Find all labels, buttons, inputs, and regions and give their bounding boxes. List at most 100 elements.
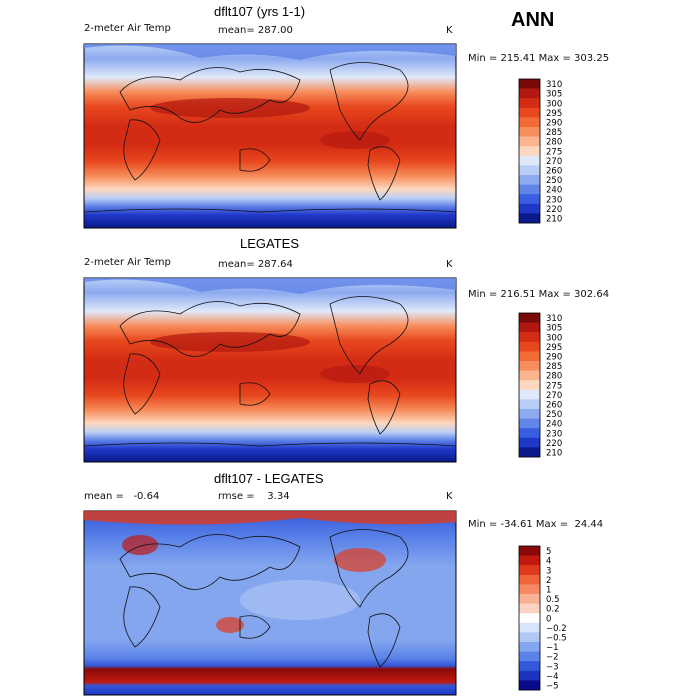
panel-3-rmse: rmse = 3.34 [218, 491, 290, 502]
colorbar-tick-label: 280 [546, 138, 562, 148]
colorbar-tick-label: 260 [546, 167, 562, 177]
colorbar-tick-label: −4 [546, 672, 559, 682]
colorbar-tick-label: 1 [546, 586, 551, 596]
colorbar-tick-label: 230 [546, 195, 562, 205]
panel-1-variable: 2-meter Air Temp [84, 23, 171, 34]
colorbar-frame [518, 545, 541, 691]
colorbar-swatch [519, 418, 540, 429]
colorbar-swatch [519, 389, 540, 400]
colorbar-tick-label: 220 [546, 205, 562, 215]
colorbar-tick-label: 295 [546, 109, 562, 119]
colorbar-swatch [519, 341, 540, 352]
colorbar-swatch [519, 117, 540, 128]
colorbar-swatch [519, 594, 540, 604]
panel-2-mean: mean= 287.64 [218, 259, 293, 270]
colorbar-swatch [519, 409, 540, 419]
colorbar-swatch [519, 661, 540, 672]
panel-1-colorbar: 3103053002952902852802752702602502402302… [518, 78, 562, 225]
colorbar-tick-label: 310 [546, 80, 562, 90]
colorbar-swatch [519, 194, 540, 205]
colorbar-tick-label: 0 [546, 614, 551, 624]
colorbar-frame [518, 312, 541, 458]
colorbar-tick-label: −3 [546, 662, 559, 672]
colorbar-swatch [519, 165, 540, 176]
colorbar-swatch [519, 632, 540, 643]
colorbar-tick-label: 285 [546, 128, 562, 138]
panel-2-title: LEGATES [240, 236, 300, 251]
colorbar-tick-label: 270 [546, 391, 562, 401]
panel-3-minmax: Min = -34.61 Max = 24.44 [468, 519, 604, 530]
panel-2-variable: 2-meter Air Temp [84, 257, 171, 268]
colorbar-swatch [519, 437, 540, 448]
colorbar-swatch [519, 642, 540, 652]
colorbar-tick-label: −0.5 [546, 634, 567, 644]
season-label: ANN [511, 9, 555, 31]
colorbar-swatch [519, 546, 540, 556]
colorbar-tick-label: 250 [546, 410, 562, 420]
colorbar-tick-label: 305 [546, 324, 562, 334]
colorbar-swatch [519, 203, 540, 214]
colorbar-swatch [519, 399, 540, 410]
colorbar-swatch [519, 622, 540, 633]
colorbar-swatch [519, 447, 540, 458]
colorbar-tick-label: 240 [546, 420, 562, 430]
colorbar-tick-label: 290 [546, 119, 562, 129]
colorbar-tick-label: −1 [546, 643, 559, 653]
colorbar-tick-label: 5 [546, 547, 551, 557]
colorbar-swatch [519, 313, 540, 323]
colorbar-swatch [519, 213, 540, 224]
colorbar-swatch [519, 88, 540, 99]
colorbar-tick-label: 2 [546, 576, 551, 586]
colorbar-tick-label: 260 [546, 401, 562, 411]
colorbar-swatch [519, 555, 540, 566]
colorbar-swatch [519, 351, 540, 362]
colorbar-tick-label: 305 [546, 90, 562, 100]
colorbar-swatch [519, 584, 540, 595]
panel-2-colorbar: 3103053002952902852802752702602502402302… [518, 312, 562, 459]
colorbar-tick-label: 210 [546, 449, 562, 459]
colorbar-tick-label: 0.2 [546, 605, 560, 615]
colorbar-swatch [519, 107, 540, 118]
colorbar-swatch [519, 127, 540, 137]
colorbar-swatch [519, 574, 540, 585]
colorbar-tick-label: 3 [546, 566, 551, 576]
panel-3-units: K [446, 491, 453, 502]
colorbar-swatch [519, 322, 540, 333]
panel-3-title: dflt107 - LEGATES [214, 471, 324, 486]
panel-2-map [83, 277, 457, 463]
panel-1-units: K [446, 25, 453, 36]
panel-2-minmax: Min = 216.51 Max = 302.64 [468, 289, 610, 300]
colorbar-tick-label: 0.5 [546, 595, 560, 605]
colorbar-tick-label: 280 [546, 372, 562, 382]
colorbar-swatch [519, 565, 540, 576]
colorbar-swatch [519, 184, 540, 195]
panel-3-mean: mean = -0.64 [84, 491, 160, 502]
colorbar-swatch [519, 155, 540, 166]
colorbar-tick-label: 240 [546, 186, 562, 196]
colorbar-swatch [519, 380, 540, 391]
colorbar-swatch [519, 603, 540, 614]
colorbar-tick-label: 285 [546, 362, 562, 372]
colorbar-tick-label: −2 [546, 653, 559, 663]
colorbar-swatch [519, 613, 540, 624]
colorbar-swatch [519, 670, 540, 681]
panel-3-map [83, 510, 457, 696]
colorbar-swatch [519, 146, 540, 157]
colorbar-swatch [519, 361, 540, 371]
colorbar-tick-label: 230 [546, 429, 562, 439]
colorbar-swatch [519, 98, 540, 109]
colorbar-swatch [519, 428, 540, 439]
colorbar-swatch [519, 370, 540, 381]
colorbar-tick-label: 4 [546, 557, 551, 567]
colorbar-tick-label: 250 [546, 176, 562, 186]
colorbar-tick-label: 270 [546, 157, 562, 167]
colorbar-tick-label: 210 [546, 215, 562, 225]
colorbar-tick-label: 300 [546, 333, 562, 343]
colorbar-tick-label: 295 [546, 343, 562, 353]
colorbar-swatch [519, 136, 540, 147]
colorbar-tick-label: 310 [546, 314, 562, 324]
panel-1-minmax: Min = 215.41 Max = 303.25 [468, 53, 610, 64]
